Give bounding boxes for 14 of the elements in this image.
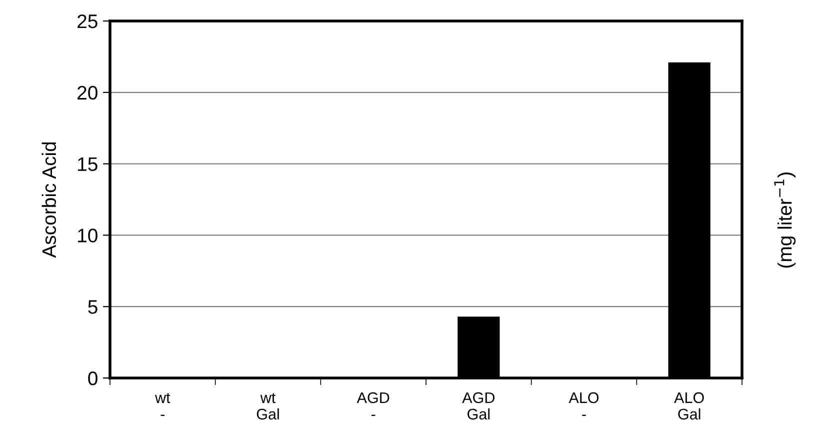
y-tick-label: 10 xyxy=(78,228,98,242)
y-tick-label: 25 xyxy=(78,14,98,28)
y-tick-label: 5 xyxy=(88,300,98,314)
x-tick-label: AGD Gal xyxy=(462,392,494,420)
x-tick-label: ALO - xyxy=(568,392,599,416)
y2-axis-title: (mg liter$^{−1}$) xyxy=(774,172,796,268)
y-tick-label: 15 xyxy=(78,157,98,172)
x-tick-label: wt Gal xyxy=(256,393,279,420)
x-tick-label: AGD - xyxy=(356,392,390,416)
x-tick-label: wt - xyxy=(155,393,170,416)
x-tick-label: ALO Gal xyxy=(674,392,704,420)
y-tick-label: 20 xyxy=(78,86,98,100)
y-tick-label: 0 xyxy=(88,371,98,386)
y-axis-title: Ascorbic Acid xyxy=(42,142,56,258)
